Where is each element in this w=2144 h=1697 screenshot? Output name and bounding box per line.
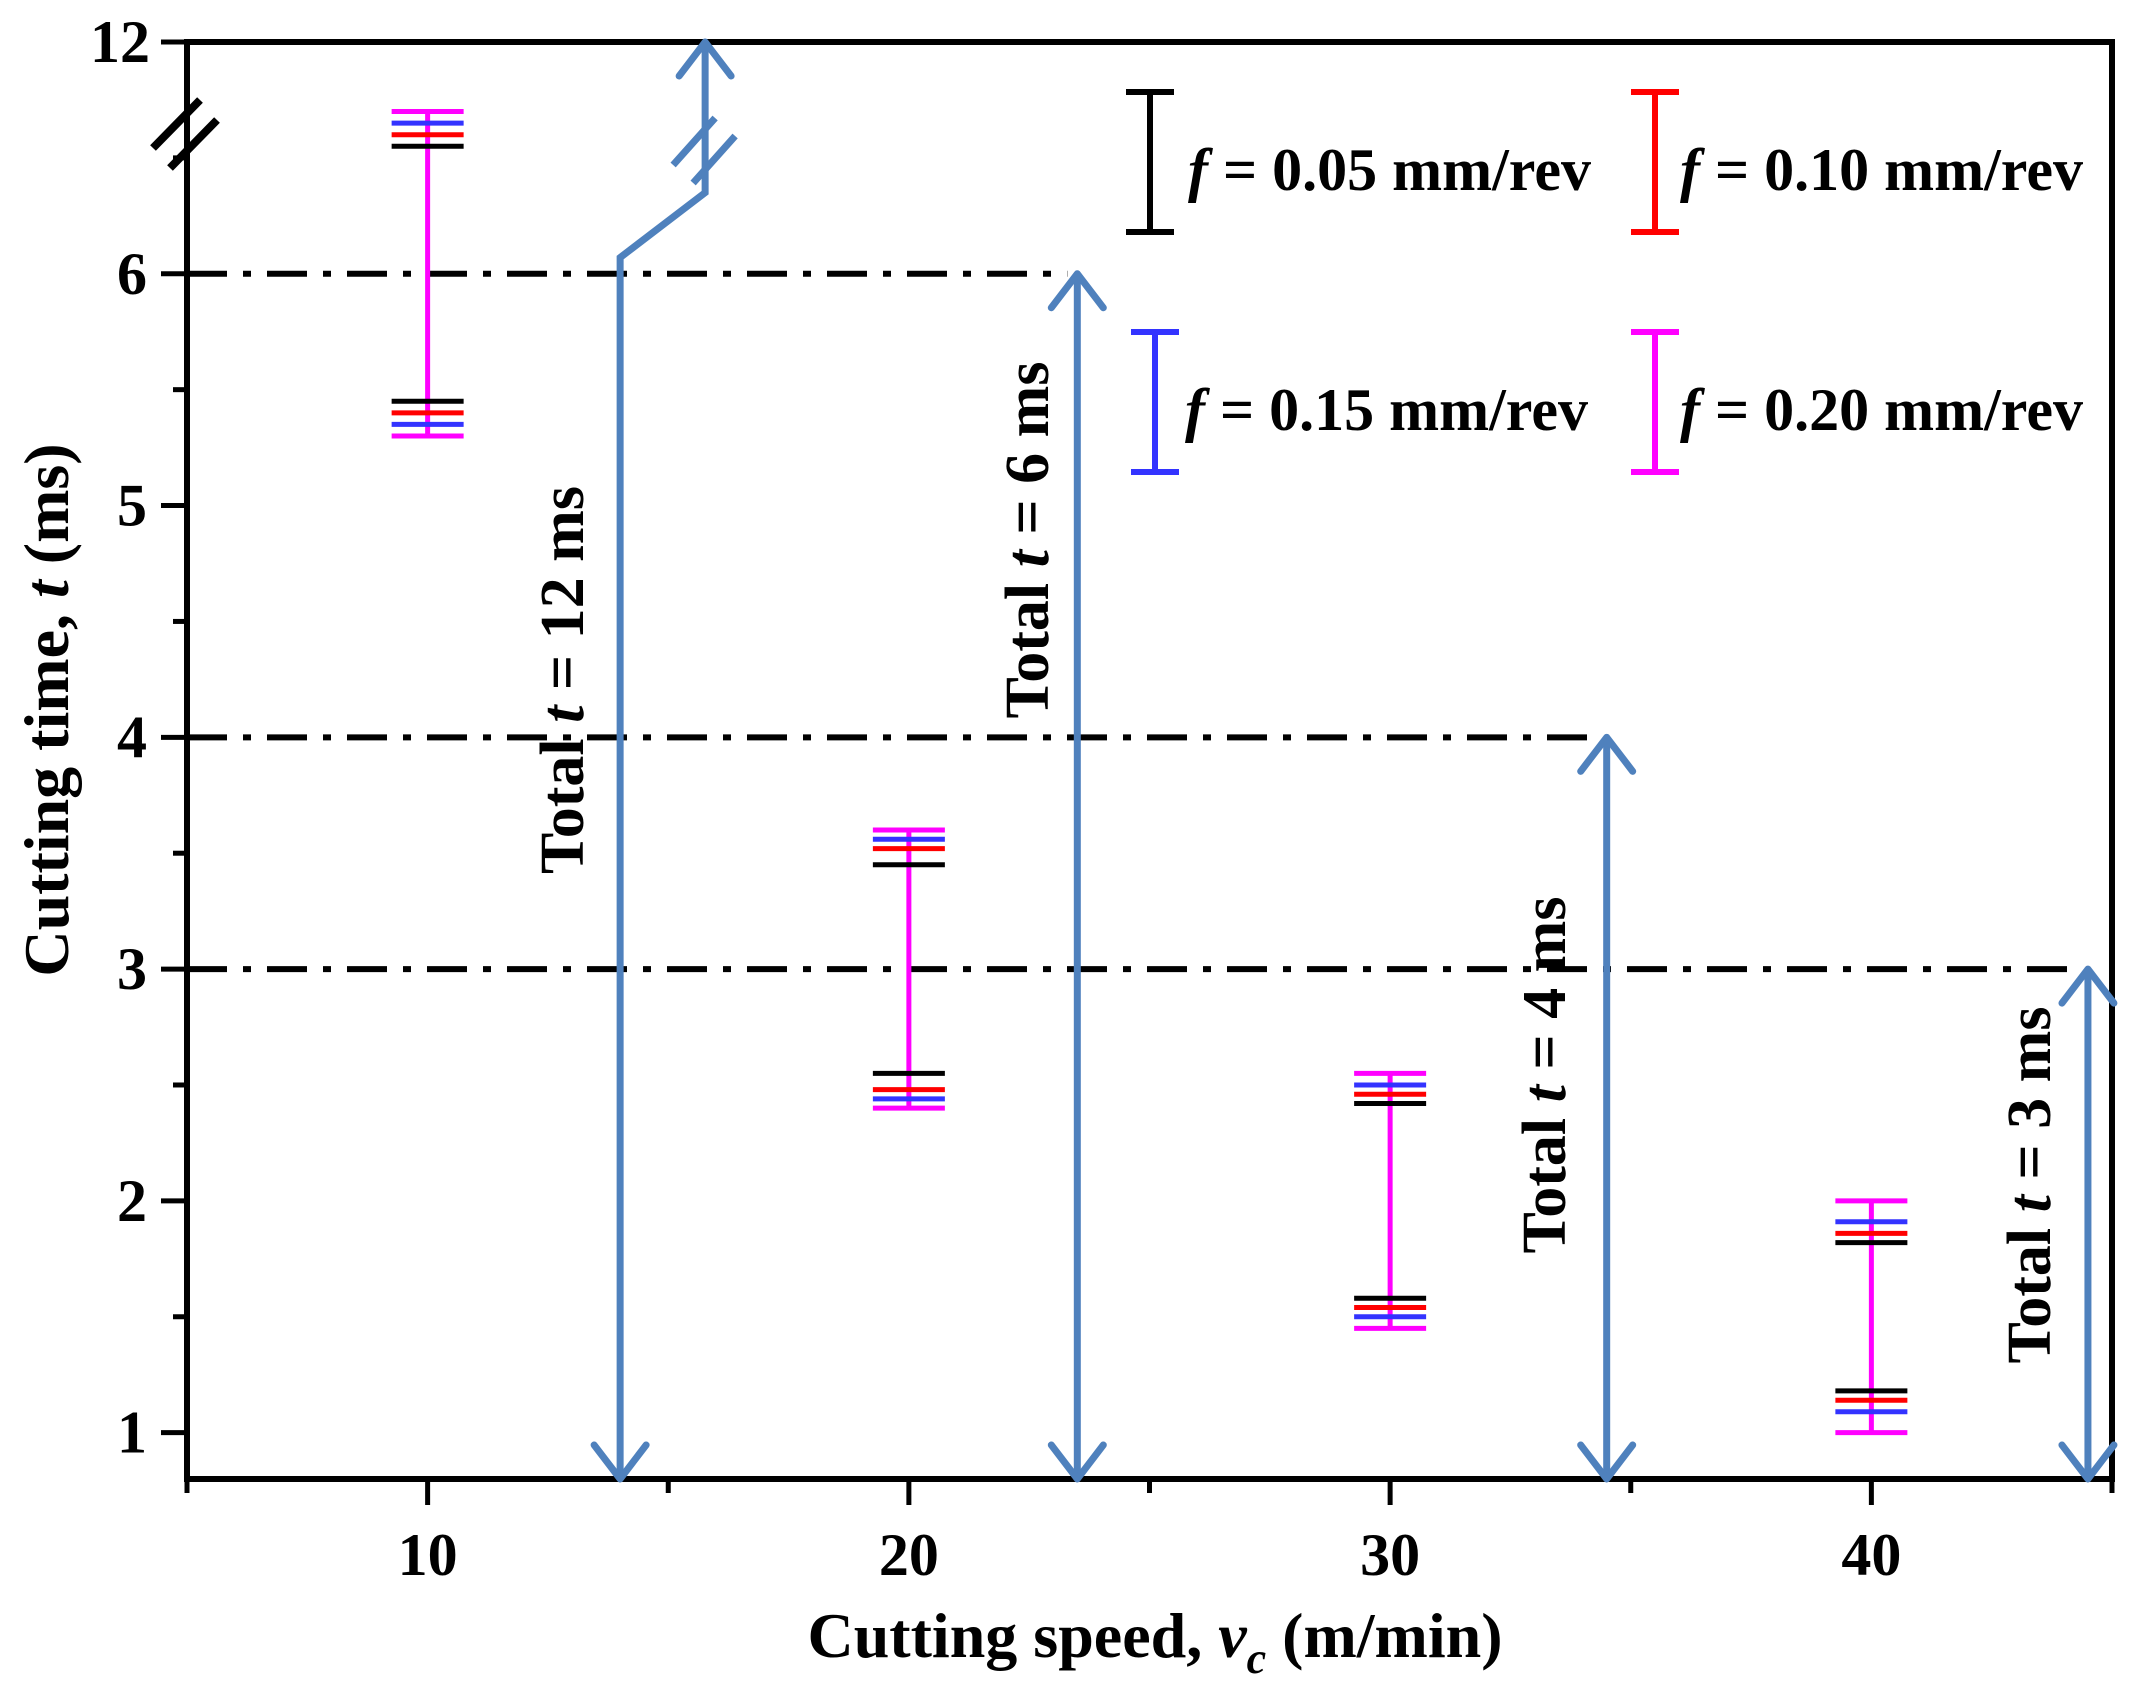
reference-lines [187,270,2078,973]
total-time-arrows [590,38,2118,1483]
error-bar [1835,1230,1908,1403]
arrow-head [590,1441,650,1483]
error-bar [872,846,945,1093]
y-tick-label: 2 [117,1168,147,1234]
legend-item: f = 0.20 mm/rev [1631,329,2083,475]
x-tick-label: 30 [1360,1522,1420,1588]
annotation-labels: Total t = 12 ms Total t = 6 ms Total t = 4… [529,362,2064,1364]
arrow-head [1577,733,1637,775]
x-tick-label: 40 [1841,1522,1901,1588]
double-arrow [590,38,738,1483]
error-bar [391,143,464,404]
double-arrow [1047,270,1107,1483]
error-bar [391,132,464,416]
error-bar [872,827,945,1111]
total-time-label: Total t = 12 ms [529,486,597,874]
double-arrow [1577,733,1637,1483]
axis-break-mark [167,117,220,171]
y-tick-label-top: 12 [90,9,150,75]
arrow-head [2058,1441,2118,1483]
error-bar [1835,1240,1908,1394]
legend-label: f = 0.05 mm/rev [1188,137,1591,203]
arrow-shaft [616,42,709,1479]
legend-label: f = 0.10 mm/rev [1680,137,2083,203]
axis-break-mark [150,97,203,151]
double-arrow [2058,965,2118,1483]
arrow-head [1577,1441,1637,1483]
arrow-head [675,38,735,80]
legend-item: f = 0.10 mm/rev [1631,89,2083,235]
error-bar [1835,1198,1908,1436]
error-bar [1354,1082,1427,1320]
total-time-label: Total t = 6 ms [994,362,1062,719]
error-bar [1354,1070,1427,1331]
arrow-break-mark [690,133,738,186]
arrow-head [1047,270,1107,312]
error-bar [1354,1101,1427,1301]
legend-item: f = 0.15 mm/rev [1131,329,1588,475]
x-axis-title: Cutting speed, vc (m/min) [807,1600,1502,1683]
arrow-break-mark [670,115,718,168]
total-time-label: Total t = 3 ms [1996,1007,2064,1364]
y-tick-label: 4 [117,704,147,770]
error-bar [391,120,464,427]
legend-item: f = 0.05 mm/rev [1126,89,1591,235]
error-bar [391,109,464,439]
arrow-head [1047,1441,1107,1483]
y-tick-label: 5 [117,473,147,539]
y-axis-title: Cutting time, t (ms) [11,443,82,976]
x-tick-label: 20 [879,1522,939,1588]
x-tick-label: 10 [398,1522,458,1588]
y-axis-break [150,97,220,171]
y-tick-label: 3 [117,936,147,1002]
legend-label: f = 0.15 mm/rev [1185,377,1588,443]
arrow-head [2058,965,2118,1007]
y-tick-label: 6 [117,241,147,307]
error-bar [1354,1091,1427,1310]
legend: f = 0.05 mm/rev f = 0.10 mm/rev f = 0.15 m… [1126,89,2083,475]
error-bar [872,862,945,1076]
y-tick-label: 1 [117,1400,147,1466]
error-bar [872,836,945,1102]
error-bar [1835,1219,1908,1415]
error-bars [391,109,1908,1436]
legend-label: f = 0.20 mm/rev [1680,377,2083,443]
total-time-label: Total t = 4 ms [1511,897,1579,1254]
axes: 10 20 30 40 1 2 3 4 5 6 [117,39,2115,1588]
